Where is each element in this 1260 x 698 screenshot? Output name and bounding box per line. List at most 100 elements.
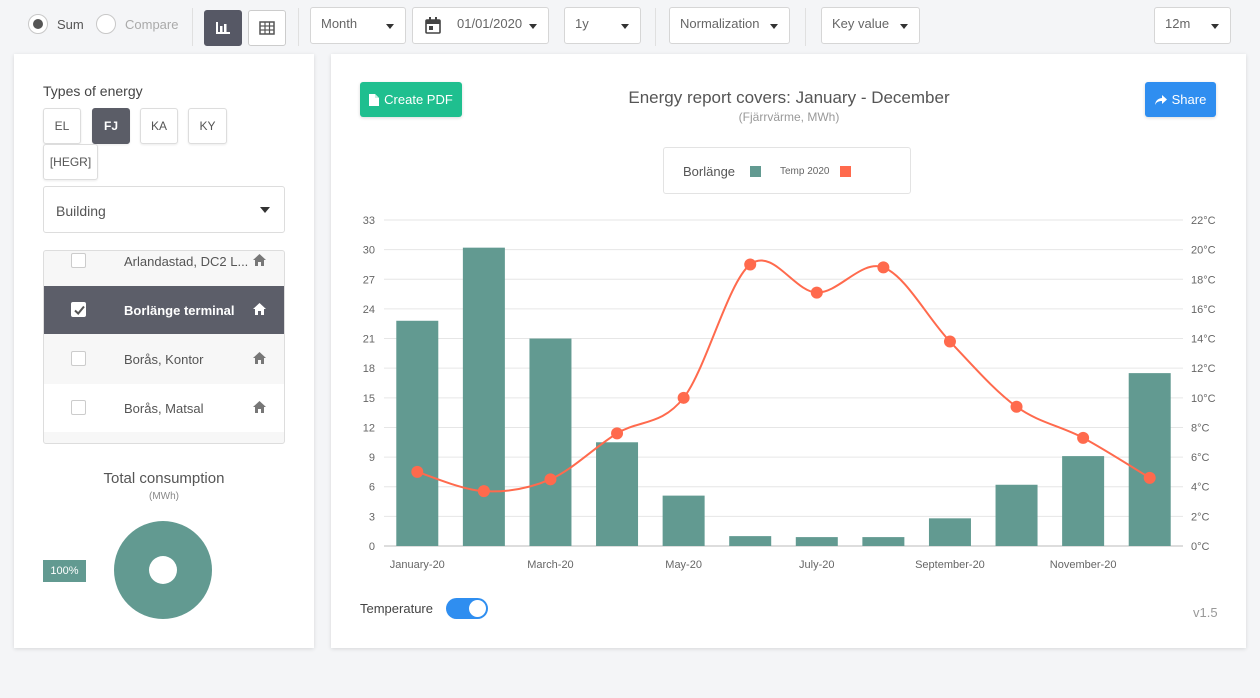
create-pdf-button[interactable]: Create PDF [360, 82, 462, 117]
temperature-point[interactable] [744, 258, 757, 271]
temperature-point[interactable] [611, 427, 624, 440]
temperature-point[interactable] [677, 391, 690, 404]
legend-label-temp[interactable]: Temp 2020 [780, 166, 830, 177]
bar[interactable] [396, 320, 439, 546]
energy-type-fj-button[interactable]: FJ [92, 108, 130, 144]
version-label: v1.5 [1193, 605, 1218, 620]
chart-view-button[interactable] [204, 10, 242, 46]
energy-type-hegr-button[interactable]: [HEGR] [43, 144, 98, 180]
building-list[interactable]: Arlandastad, DC2 L... Borlänge terminal … [43, 250, 285, 444]
y-right-tick-label: 2°C [1191, 511, 1210, 523]
chevron-down-icon [1211, 24, 1219, 29]
building-checkbox[interactable] [71, 253, 86, 268]
energy-type-ky-button[interactable]: KY [188, 108, 227, 144]
y-right-tick-label: 6°C [1191, 452, 1210, 464]
chevron-down-icon [770, 24, 778, 29]
y-right-tick-label: 18°C [1191, 274, 1216, 286]
legend-label-borlange[interactable]: Borlänge [683, 164, 736, 179]
consumption-donut-chart [114, 521, 212, 619]
y-left-tick-label: 21 [363, 334, 375, 346]
chevron-down-icon [621, 24, 629, 29]
share-button[interactable]: Share [1145, 82, 1216, 117]
create-pdf-label: Create PDF [384, 92, 453, 107]
temperature-point[interactable] [810, 286, 823, 299]
temperature-point[interactable] [1010, 400, 1023, 413]
start-date-picker[interactable]: 01/01/2020 [412, 7, 549, 44]
building-checkbox[interactable] [71, 400, 86, 415]
radio-compare[interactable] [96, 14, 116, 34]
temperature-point[interactable] [477, 485, 490, 498]
y-right-tick-label: 16°C [1191, 304, 1216, 316]
bar[interactable] [462, 247, 505, 547]
table-view-button[interactable] [248, 10, 286, 46]
temperature-toggle[interactable] [446, 598, 488, 619]
x-tick-label: May-20 [665, 559, 702, 571]
temperature-point[interactable] [1077, 431, 1090, 444]
energy-type-el-button[interactable]: EL [43, 108, 81, 144]
radio-sum[interactable] [28, 14, 48, 34]
toolbar-divider [192, 8, 193, 46]
bar[interactable] [529, 338, 572, 546]
start-date-value: 01/01/2020 [457, 16, 523, 31]
total-consumption-title: Total consumption [103, 470, 225, 487]
checkmark-icon [74, 305, 85, 315]
energy-chart: 0 3 6 9 12 15 18 21 24 27 30 33 0°C 2°C 4°C 6°C 8°C 10°C… [363, 215, 1216, 571]
building-checkbox-checked[interactable] [71, 302, 86, 317]
range-dropdown[interactable]: 1y [564, 7, 641, 44]
share-percent-badge: 100% [43, 560, 86, 582]
y-left-tick-label: 27 [363, 274, 375, 286]
window-value: 12m [1165, 16, 1191, 31]
y-right-tick-label: 14°C [1191, 334, 1216, 346]
normalization-dropdown[interactable]: Normalization [669, 7, 790, 44]
building-list-item-selected[interactable]: Borlänge terminal [44, 286, 284, 334]
building-list-item[interactable]: Arlandastad, DC2 L... [44, 251, 284, 285]
bar[interactable] [596, 442, 639, 546]
building-list-item[interactable]: Borås, Matsal [44, 384, 284, 432]
temperature-point[interactable] [877, 261, 890, 274]
temperature-point[interactable] [1143, 471, 1156, 484]
key-value-dropdown[interactable]: Key value [821, 7, 920, 44]
y-right-tick-label: 12°C [1191, 363, 1216, 375]
mode-sum-radio[interactable]: Sum [28, 14, 84, 34]
y-left-tick-label: 0 [369, 541, 375, 553]
toolbar-divider [805, 8, 806, 46]
temperature-point[interactable] [943, 335, 956, 348]
bar[interactable] [1062, 456, 1105, 546]
y-right-tick-label: 8°C [1191, 422, 1210, 434]
y-left-tick-label: 30 [363, 245, 375, 257]
temperature-point[interactable] [411, 465, 424, 478]
key-value-value: Key value [832, 16, 890, 31]
temperature-point[interactable] [544, 473, 557, 486]
y-left-tick-label: 3 [369, 511, 375, 523]
chevron-down-icon [529, 24, 537, 29]
energy-type-ka-button[interactable]: KA [140, 108, 178, 144]
building-name: Arlandastad, DC2 L... [124, 254, 249, 269]
bar[interactable] [995, 484, 1038, 546]
bar-chart-icon [216, 22, 230, 34]
report-title: Energy report covers: January - December [628, 88, 950, 107]
period-dropdown[interactable]: Month [310, 7, 406, 44]
share-label: Share [1171, 92, 1207, 107]
normalization-value: Normalization [680, 16, 760, 31]
building-name: Borås, Kontor [124, 352, 204, 367]
toggle-knob [469, 600, 486, 617]
building-select[interactable]: Building [43, 186, 285, 233]
bar[interactable] [1128, 373, 1171, 546]
bar[interactable] [662, 495, 705, 546]
range-value: 1y [575, 16, 589, 31]
bar[interactable] [729, 536, 772, 546]
period-value: Month [321, 16, 358, 31]
home-icon [253, 352, 266, 364]
chevron-down-icon [386, 24, 394, 29]
bar[interactable] [795, 537, 838, 546]
mode-compare-radio[interactable]: Compare [96, 14, 178, 34]
building-checkbox[interactable] [71, 351, 86, 366]
chart-legend: Borlänge Temp 2020 [663, 147, 911, 194]
x-tick-label: January-20 [390, 559, 445, 571]
building-list-item[interactable]: Borås, Kontor [44, 335, 284, 383]
y-right-tick-label: 22°C [1191, 215, 1216, 227]
bar[interactable] [928, 518, 971, 546]
calendar-icon [425, 17, 441, 34]
bar[interactable] [862, 537, 905, 546]
window-dropdown[interactable]: 12m [1154, 7, 1231, 44]
